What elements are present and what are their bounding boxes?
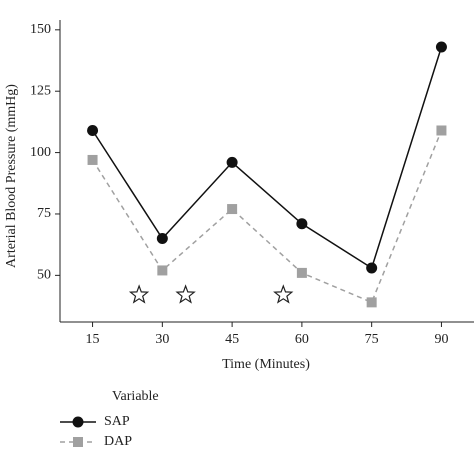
point bbox=[226, 156, 238, 168]
x-tick-label: 45 bbox=[225, 332, 239, 347]
significance-star bbox=[175, 284, 196, 304]
x-axis-label: Time (Minutes) bbox=[222, 357, 310, 372]
point bbox=[435, 41, 447, 53]
point bbox=[366, 297, 377, 308]
significance-star bbox=[128, 284, 150, 304]
y-tick-label: 50 bbox=[37, 268, 51, 283]
legend-label: DAP bbox=[104, 434, 132, 449]
series-line bbox=[91, 130, 443, 304]
point bbox=[87, 124, 99, 136]
y-tick-label: 125 bbox=[30, 83, 51, 98]
point bbox=[157, 265, 168, 276]
point bbox=[366, 262, 378, 274]
point bbox=[296, 267, 307, 278]
legend-title: Variable bbox=[112, 389, 159, 404]
point bbox=[436, 125, 447, 136]
legend-marker bbox=[73, 437, 83, 447]
legend-label: SAP bbox=[104, 414, 130, 429]
point bbox=[227, 204, 238, 215]
legend-marker bbox=[72, 416, 84, 428]
x-tick-label: 75 bbox=[365, 332, 379, 347]
x-tick-label: 60 bbox=[295, 332, 309, 347]
y-tick-label: 150 bbox=[30, 22, 51, 37]
significance-star bbox=[273, 284, 294, 304]
x-tick-label: 15 bbox=[86, 332, 100, 347]
y-tick-label: 100 bbox=[30, 145, 51, 160]
x-tick-label: 30 bbox=[155, 332, 169, 347]
y-axis-label: Arterial Blood Pressure (mmHg) bbox=[4, 84, 19, 268]
x-tick-label: 90 bbox=[434, 332, 448, 347]
y-tick-label: 75 bbox=[37, 206, 51, 221]
point bbox=[296, 218, 308, 230]
point bbox=[156, 233, 168, 245]
point bbox=[87, 154, 98, 165]
series-line bbox=[91, 46, 443, 270]
